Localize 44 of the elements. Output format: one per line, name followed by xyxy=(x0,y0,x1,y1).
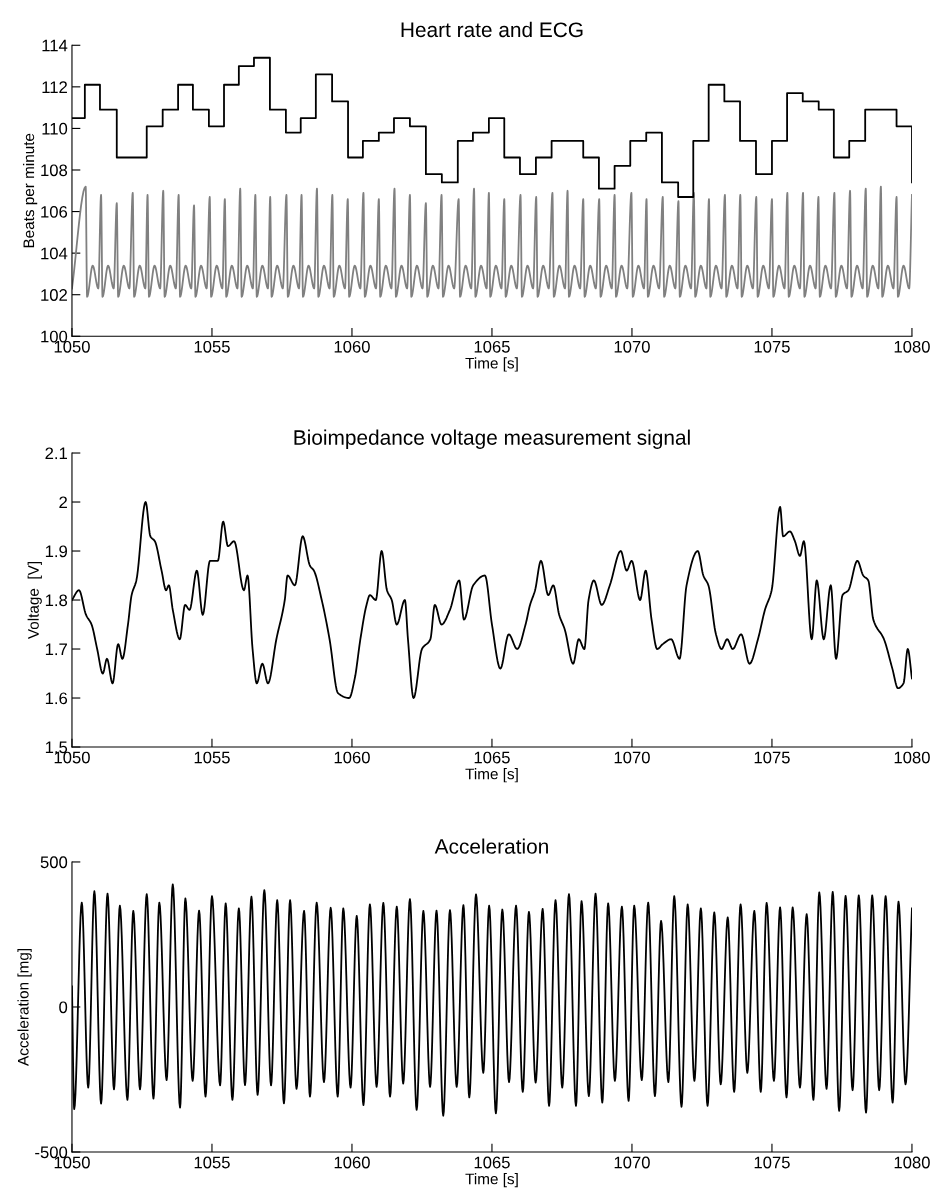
y-tick-label: 100 xyxy=(41,330,68,343)
y-tick-label: 1.7 xyxy=(45,643,67,656)
y-tick-label: 0 xyxy=(59,1001,68,1014)
y-axis-title: Beats per minute xyxy=(22,133,38,248)
x-tick-label: 1055 xyxy=(194,340,230,353)
y-tick-label: 104 xyxy=(41,247,68,260)
y-tick-label: 2.1 xyxy=(45,447,67,460)
y-tick-label: 112 xyxy=(42,81,67,93)
y-axis-title: Voltage [V] xyxy=(27,562,42,640)
x-tick-label: 1075 xyxy=(754,751,790,764)
y-tick-label: 1.8 xyxy=(45,594,68,607)
y-tick-label: 500 xyxy=(40,856,68,869)
y-tick-label: 1.6 xyxy=(45,692,68,705)
x-tick-label: 1055 xyxy=(194,751,230,764)
x-axis-title: Time [s] xyxy=(465,768,518,783)
x-tick-label: 1075 xyxy=(754,1156,790,1169)
x-tick-label: 1080 xyxy=(894,1156,930,1169)
x-tick-label: 1070 xyxy=(614,751,650,764)
y-tick-label: 102 xyxy=(41,289,67,301)
x-tick-label: 1065 xyxy=(474,1156,510,1169)
x-tick-label: 1080 xyxy=(894,751,930,764)
x-tick-label: 1065 xyxy=(474,340,510,353)
x-tick-label: 1070 xyxy=(614,1156,650,1169)
x-tick-label: 1065 xyxy=(474,751,510,764)
chart-title: Acceleration xyxy=(434,838,548,854)
x-tick-label: 1055 xyxy=(194,1156,230,1169)
x-tick-label: 1060 xyxy=(334,340,370,353)
x-axis-title: Time [s] xyxy=(465,357,518,372)
x-tick-label: 1060 xyxy=(334,1156,370,1169)
x-tick-label: 1070 xyxy=(614,340,650,353)
y-tick-label: 2 xyxy=(59,496,67,509)
y-tick-label: 1.9 xyxy=(45,545,68,558)
x-tick-label: 1075 xyxy=(754,340,790,353)
y-axis-title: Acceleration [mg] xyxy=(17,949,32,1066)
y-tick-label: 114 xyxy=(42,39,68,52)
chart-title: Heart rate and ECG xyxy=(401,21,583,38)
chart-title: Bioimpedance voltage measurement signal xyxy=(294,429,690,450)
x-axis-title: Time [s] xyxy=(465,1173,518,1188)
y-tick-label: 110 xyxy=(42,122,68,135)
x-tick-label: 1080 xyxy=(894,340,930,353)
x-tick-label: 1060 xyxy=(334,751,370,764)
x-tick-label: 1050 xyxy=(54,340,90,353)
y-tick-label: 108 xyxy=(41,164,68,177)
y-tick-label: 106 xyxy=(41,205,68,218)
